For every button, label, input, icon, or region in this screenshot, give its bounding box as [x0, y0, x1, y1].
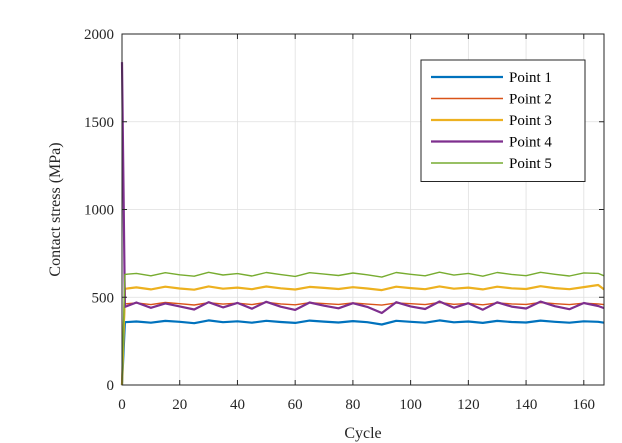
legend-label-point-4: Point 4	[509, 135, 552, 151]
series-line-point-5	[121, 271, 605, 386]
x-axis-label: Cycle	[344, 425, 381, 442]
series-line-point-4	[120, 62, 605, 315]
x-tick-label: 60	[288, 397, 303, 413]
y-tick-label: 2000	[84, 27, 114, 43]
legend-label-point-5: Point 5	[509, 156, 552, 172]
x-tick-label: 80	[345, 397, 360, 413]
x-tick-label: 40	[230, 397, 245, 413]
series-line-point-3	[120, 283, 605, 386]
y-tick-label: 500	[92, 290, 115, 306]
series-lines	[120, 62, 605, 386]
y-axis-label: Contact stress (MPa)	[47, 142, 64, 276]
x-tick-label: 20	[172, 397, 187, 413]
x-tick-label: 100	[399, 397, 422, 413]
x-tick-label: 0	[118, 397, 126, 413]
tick-labels: 0 20 40 60 80 100 120 140 160 0 500 1000 1500 2000	[84, 27, 595, 413]
series-line-point-2	[121, 301, 605, 386]
x-tick-label: 140	[515, 397, 538, 413]
legend-label-point-2: Point 2	[509, 92, 552, 108]
legend-label-point-3: Point 3	[509, 113, 552, 129]
y-tick-label: 0	[107, 378, 115, 394]
series-line-point-1	[120, 319, 605, 386]
axis-ticks	[121, 33, 604, 386]
x-tick-label: 120	[457, 397, 480, 413]
legend-label-point-1: Point 1	[509, 70, 552, 86]
legend: Point 1 Point 2 Point 3 Point 4 Point 5	[420, 59, 586, 182]
y-tick-label: 1500	[84, 115, 114, 131]
x-tick-label: 160	[573, 397, 596, 413]
y-tick-label: 1000	[84, 203, 114, 219]
